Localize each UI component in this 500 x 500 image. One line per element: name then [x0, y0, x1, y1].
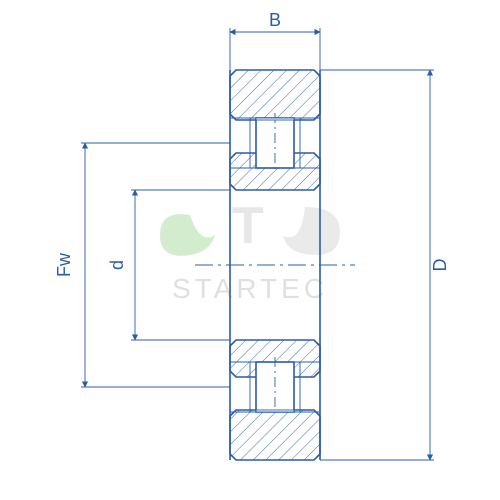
svg-text:T: T	[232, 197, 264, 255]
watermark-brand-text: STARTEC	[172, 273, 328, 304]
bearing-diagram: T STARTEC B Dd Fw	[0, 0, 500, 500]
dim-D-label: D	[430, 259, 450, 272]
watermark: T STARTEC	[160, 197, 340, 304]
dim-B-label: B	[269, 10, 281, 30]
dim-Fw-label: Fw	[54, 252, 74, 277]
dim-d-label: d	[107, 260, 127, 270]
